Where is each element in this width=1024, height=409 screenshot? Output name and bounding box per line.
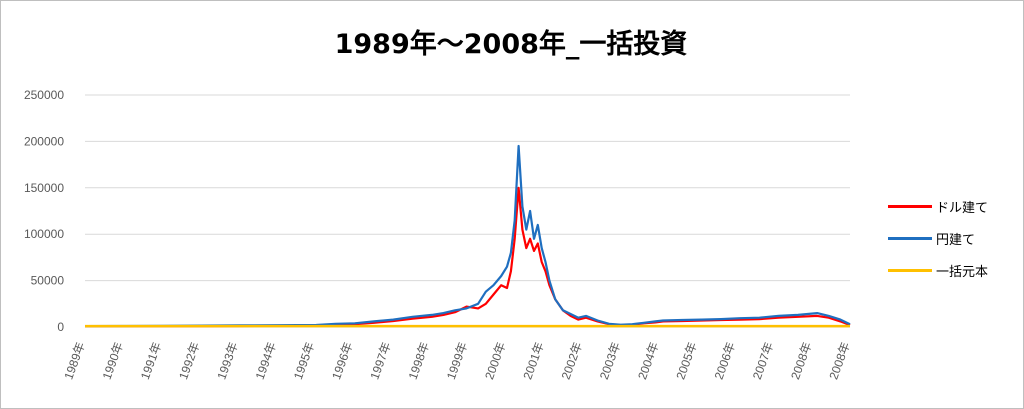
legend-item-principal: 一括元本: [888, 261, 1018, 280]
x-tick-label: 2008年: [826, 340, 852, 381]
legend-item-yen: 円建て: [888, 229, 1018, 248]
x-tick-label: 1993年: [214, 340, 240, 381]
legend-label-yen: 円建て: [936, 233, 976, 248]
legend-swatch-dollar: [888, 205, 932, 208]
y-tick-label: 250000: [24, 88, 64, 102]
x-tick-label: 1999年: [444, 340, 470, 381]
x-tick-label: 2003年: [597, 340, 623, 381]
x-tick-label: 1992年: [176, 340, 202, 381]
x-tick-label: 1991年: [138, 340, 164, 381]
x-tick-label: 1998年: [406, 340, 432, 381]
y-tick-label: 50000: [31, 274, 65, 288]
y-tick-label: 100000: [24, 227, 64, 241]
x-tick-label: 2004年: [635, 340, 661, 381]
x-tick-label: 2007年: [750, 340, 776, 381]
legend-label-principal: 一括元本: [936, 265, 989, 280]
legend-item-dollar: ドル建て: [888, 197, 1018, 216]
x-tick-label: 2002年: [559, 340, 585, 381]
x-tick-label: 2006年: [712, 340, 738, 381]
legend-swatch-yen: [888, 237, 932, 240]
x-tick-label: 1995年: [291, 340, 317, 381]
x-tick-label: 2000年: [482, 340, 508, 381]
y-tick-label: 0: [57, 320, 64, 334]
line-yen: [84, 144, 851, 328]
x-tick-label: 1990年: [100, 340, 126, 381]
y-tick-label: 200000: [24, 134, 64, 148]
x-tick-label: 1994年: [253, 340, 279, 381]
x-tick-label: 2008年: [788, 340, 814, 381]
x-tick-label: 1989年: [61, 340, 87, 381]
legend-label-dollar: ドル建て: [936, 201, 989, 216]
chart-title: 1989年～2008年_一括投資: [334, 29, 688, 60]
legend: ドル建て 円建て 一括元本: [888, 197, 1018, 293]
x-tick-label: 1996年: [329, 340, 355, 381]
x-tick-label: 2005年: [673, 340, 699, 381]
y-tick-label: 150000: [24, 181, 64, 195]
x-tick-label: 1997年: [367, 340, 393, 381]
legend-swatch-principal: [888, 269, 932, 272]
line-dollar: [84, 186, 851, 328]
x-tick-label: 2001年: [520, 340, 546, 381]
